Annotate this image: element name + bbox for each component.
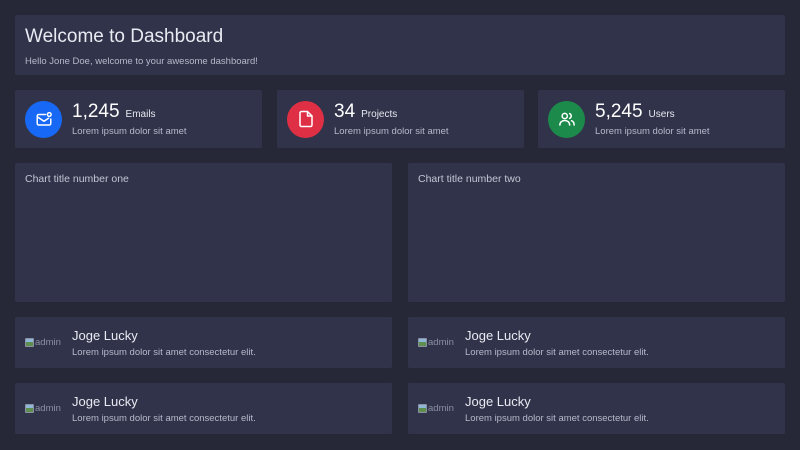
avatar: admin bbox=[418, 401, 455, 417]
person-card[interactable]: admin Joge Lucky Lorem ipsum dolor sit a… bbox=[15, 383, 392, 434]
stat-value-projects: 34 bbox=[334, 100, 356, 122]
stat-desc-emails: Lorem ipsum dolor sit amet bbox=[72, 125, 187, 137]
stat-value-emails: 1,245 bbox=[72, 100, 120, 122]
avatar: admin bbox=[25, 401, 62, 417]
avatar-alt-text: admin bbox=[428, 337, 454, 348]
chart-title-two: Chart title number two bbox=[418, 173, 521, 185]
person-card[interactable]: admin Joge Lucky Lorem ipsum dolor sit a… bbox=[15, 317, 392, 368]
stat-label-projects: Projects bbox=[361, 108, 398, 120]
users-icon bbox=[548, 100, 585, 138]
person-name: Joge Lucky bbox=[72, 393, 138, 409]
stat-label-users: Users bbox=[648, 108, 675, 120]
person-card[interactable]: admin Joge Lucky Lorem ipsum dolor sit a… bbox=[408, 317, 785, 368]
person-description: Lorem ipsum dolor sit amet consectetur e… bbox=[72, 346, 256, 358]
person-name: Joge Lucky bbox=[465, 393, 531, 409]
email-icon bbox=[25, 100, 62, 138]
stat-label-emails: Emails bbox=[125, 108, 156, 120]
avatar-alt-text: admin bbox=[428, 403, 454, 414]
stat-desc-projects: Lorem ipsum dolor sit amet bbox=[334, 125, 449, 137]
person-description: Lorem ipsum dolor sit amet consectetur e… bbox=[465, 412, 649, 424]
avatar-alt-text: admin bbox=[35, 337, 61, 348]
person-name: Joge Lucky bbox=[72, 327, 138, 343]
avatar: admin bbox=[25, 335, 62, 351]
chart-card-two: Chart title number two bbox=[408, 163, 785, 302]
stat-card-users[interactable]: 5,245 Users Lorem ipsum dolor sit amet bbox=[538, 90, 785, 148]
welcome-card: Welcome to Dashboard Hello Jone Doe, wel… bbox=[15, 15, 785, 75]
person-card[interactable]: admin Joge Lucky Lorem ipsum dolor sit a… bbox=[408, 383, 785, 434]
broken-image-icon bbox=[25, 338, 34, 347]
stat-desc-users: Lorem ipsum dolor sit amet bbox=[595, 125, 710, 137]
stat-card-emails[interactable]: 1,245 Emails Lorem ipsum dolor sit amet bbox=[15, 90, 262, 148]
person-description: Lorem ipsum dolor sit amet consectetur e… bbox=[72, 412, 256, 424]
avatar: admin bbox=[418, 335, 455, 351]
broken-image-icon bbox=[418, 338, 427, 347]
broken-image-icon bbox=[25, 404, 34, 413]
broken-image-icon bbox=[418, 404, 427, 413]
welcome-subtitle: Hello Jone Doe, welcome to your awesome … bbox=[25, 56, 258, 67]
stat-value-users: 5,245 bbox=[595, 100, 643, 122]
chart-card-one: Chart title number one bbox=[15, 163, 392, 302]
person-name: Joge Lucky bbox=[465, 327, 531, 343]
avatar-alt-text: admin bbox=[35, 403, 61, 414]
page-title: Welcome to Dashboard bbox=[25, 26, 224, 47]
chart-title-one: Chart title number one bbox=[25, 173, 129, 185]
stat-card-projects[interactable]: 34 Projects Lorem ipsum dolor sit amet bbox=[277, 90, 524, 148]
person-description: Lorem ipsum dolor sit amet consectetur e… bbox=[465, 346, 649, 358]
file-icon bbox=[287, 100, 324, 138]
